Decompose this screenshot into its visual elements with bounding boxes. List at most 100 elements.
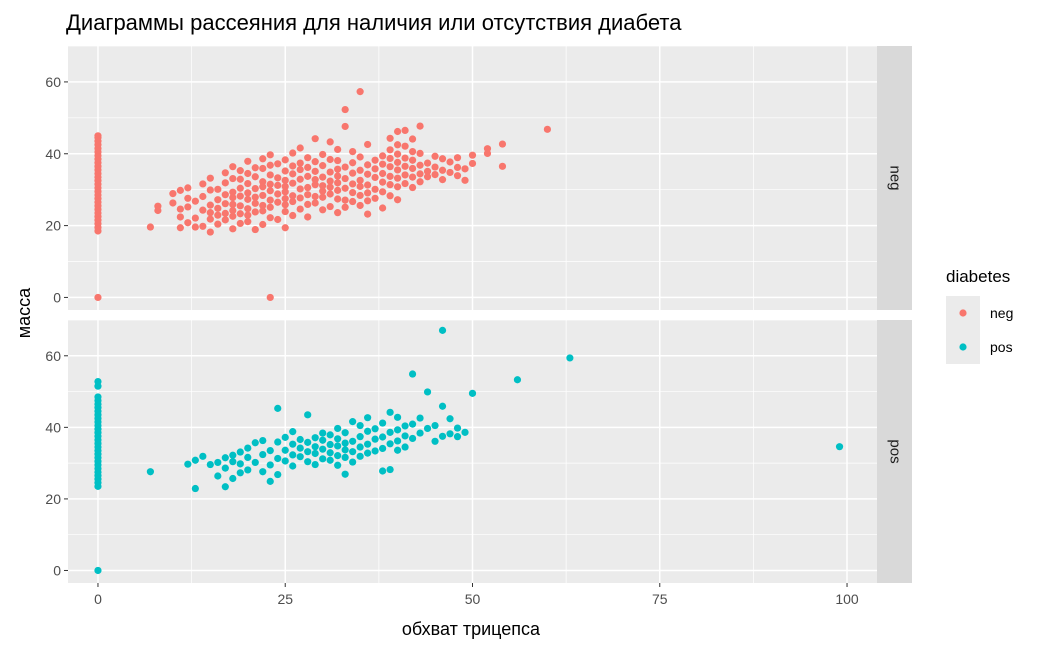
data-point [423,159,432,167]
y-axis-title: масса [14,287,34,338]
data-point [386,192,394,200]
data-point [274,160,282,168]
data-point [251,199,259,207]
x-tick-label: 75 [652,591,668,607]
data-point [401,142,409,150]
data-point [236,175,244,183]
data-point [259,468,267,476]
data-point [393,150,402,158]
data-point [446,168,454,177]
data-point [446,430,454,438]
data-point [229,193,237,202]
data-point [319,150,327,159]
data-point [266,151,274,159]
data-point [251,184,259,193]
data-point [304,438,312,446]
data-point [341,453,349,462]
data-point [408,420,417,428]
data-point [169,199,177,207]
y-tick-label: 20 [45,218,61,234]
data-point [326,431,334,439]
data-point [311,167,319,175]
data-point [236,202,244,210]
data-point [319,193,327,201]
data-point [236,192,244,200]
y-tick-label: 60 [45,74,61,90]
data-point [236,448,244,456]
data-point [229,163,237,171]
data-point [326,202,334,211]
data-point [206,215,214,223]
facet-strip-label: neg [887,165,904,190]
data-point [266,477,274,485]
facet-panels: 0 20 40 60 neg 0 20 40 60 pos [45,45,912,583]
panel-pos: 0 20 40 60 pos [45,319,912,583]
data-point [349,458,357,466]
data-point [221,454,229,462]
data-point [281,176,289,184]
data-point [244,466,252,474]
data-point [356,153,364,161]
data-point [416,149,424,157]
data-point [326,183,334,191]
data-point [371,165,379,173]
data-point [393,183,402,191]
data-point [274,174,282,182]
data-point [311,443,319,451]
data-point [304,213,312,221]
x-axis-title: обхват трицепса [402,619,541,639]
data-point [206,460,214,469]
data-point [244,218,252,226]
data-point [341,446,349,454]
data-point [334,209,342,217]
data-point [401,171,409,179]
data-point [199,222,207,230]
data-point [461,176,469,184]
data-point [169,190,177,198]
data-point [221,169,229,177]
data-point [349,180,357,188]
data-point [296,435,304,444]
data-point [401,126,409,135]
data-point [311,176,319,184]
data-point [423,424,432,433]
data-point [334,179,342,187]
data-point [416,414,424,422]
data-point [296,194,304,202]
data-point [566,354,574,362]
data-point [835,443,844,451]
data-point [379,444,387,453]
data-point [349,418,357,426]
data-point [326,155,334,164]
data-point [274,190,282,198]
data-point [259,450,267,459]
data-point [259,207,267,215]
data-point [513,376,522,384]
data-point [423,388,432,396]
data-point [251,173,259,181]
data-point [319,182,327,190]
data-point [371,156,379,164]
data-point [214,472,222,480]
data-point [416,170,424,178]
data-point [94,566,102,575]
data-point [334,172,342,180]
data-point [356,421,364,430]
y-tick-label: 20 [45,491,61,507]
data-point [364,440,372,448]
data-point [379,419,387,427]
data-point [206,209,214,217]
data-point [289,149,297,157]
legend-title: diabetes [946,267,1010,286]
data-point [281,433,289,441]
data-point [274,438,282,446]
data-point [386,154,394,163]
data-point [423,167,432,175]
data-point [304,154,312,162]
data-point [214,211,222,219]
data-point [438,402,447,410]
data-point [438,176,447,184]
data-point [393,141,402,149]
data-point [393,437,402,445]
